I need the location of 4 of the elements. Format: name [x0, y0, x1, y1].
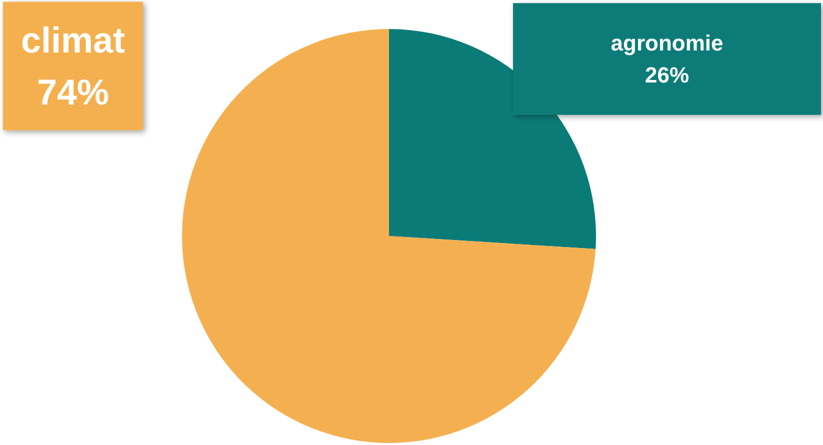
data-label: 26% — [644, 62, 690, 88]
slice-label: climat — [20, 19, 126, 60]
data-label: 74% — [36, 72, 110, 113]
slice-label: agronomie — [610, 30, 724, 56]
